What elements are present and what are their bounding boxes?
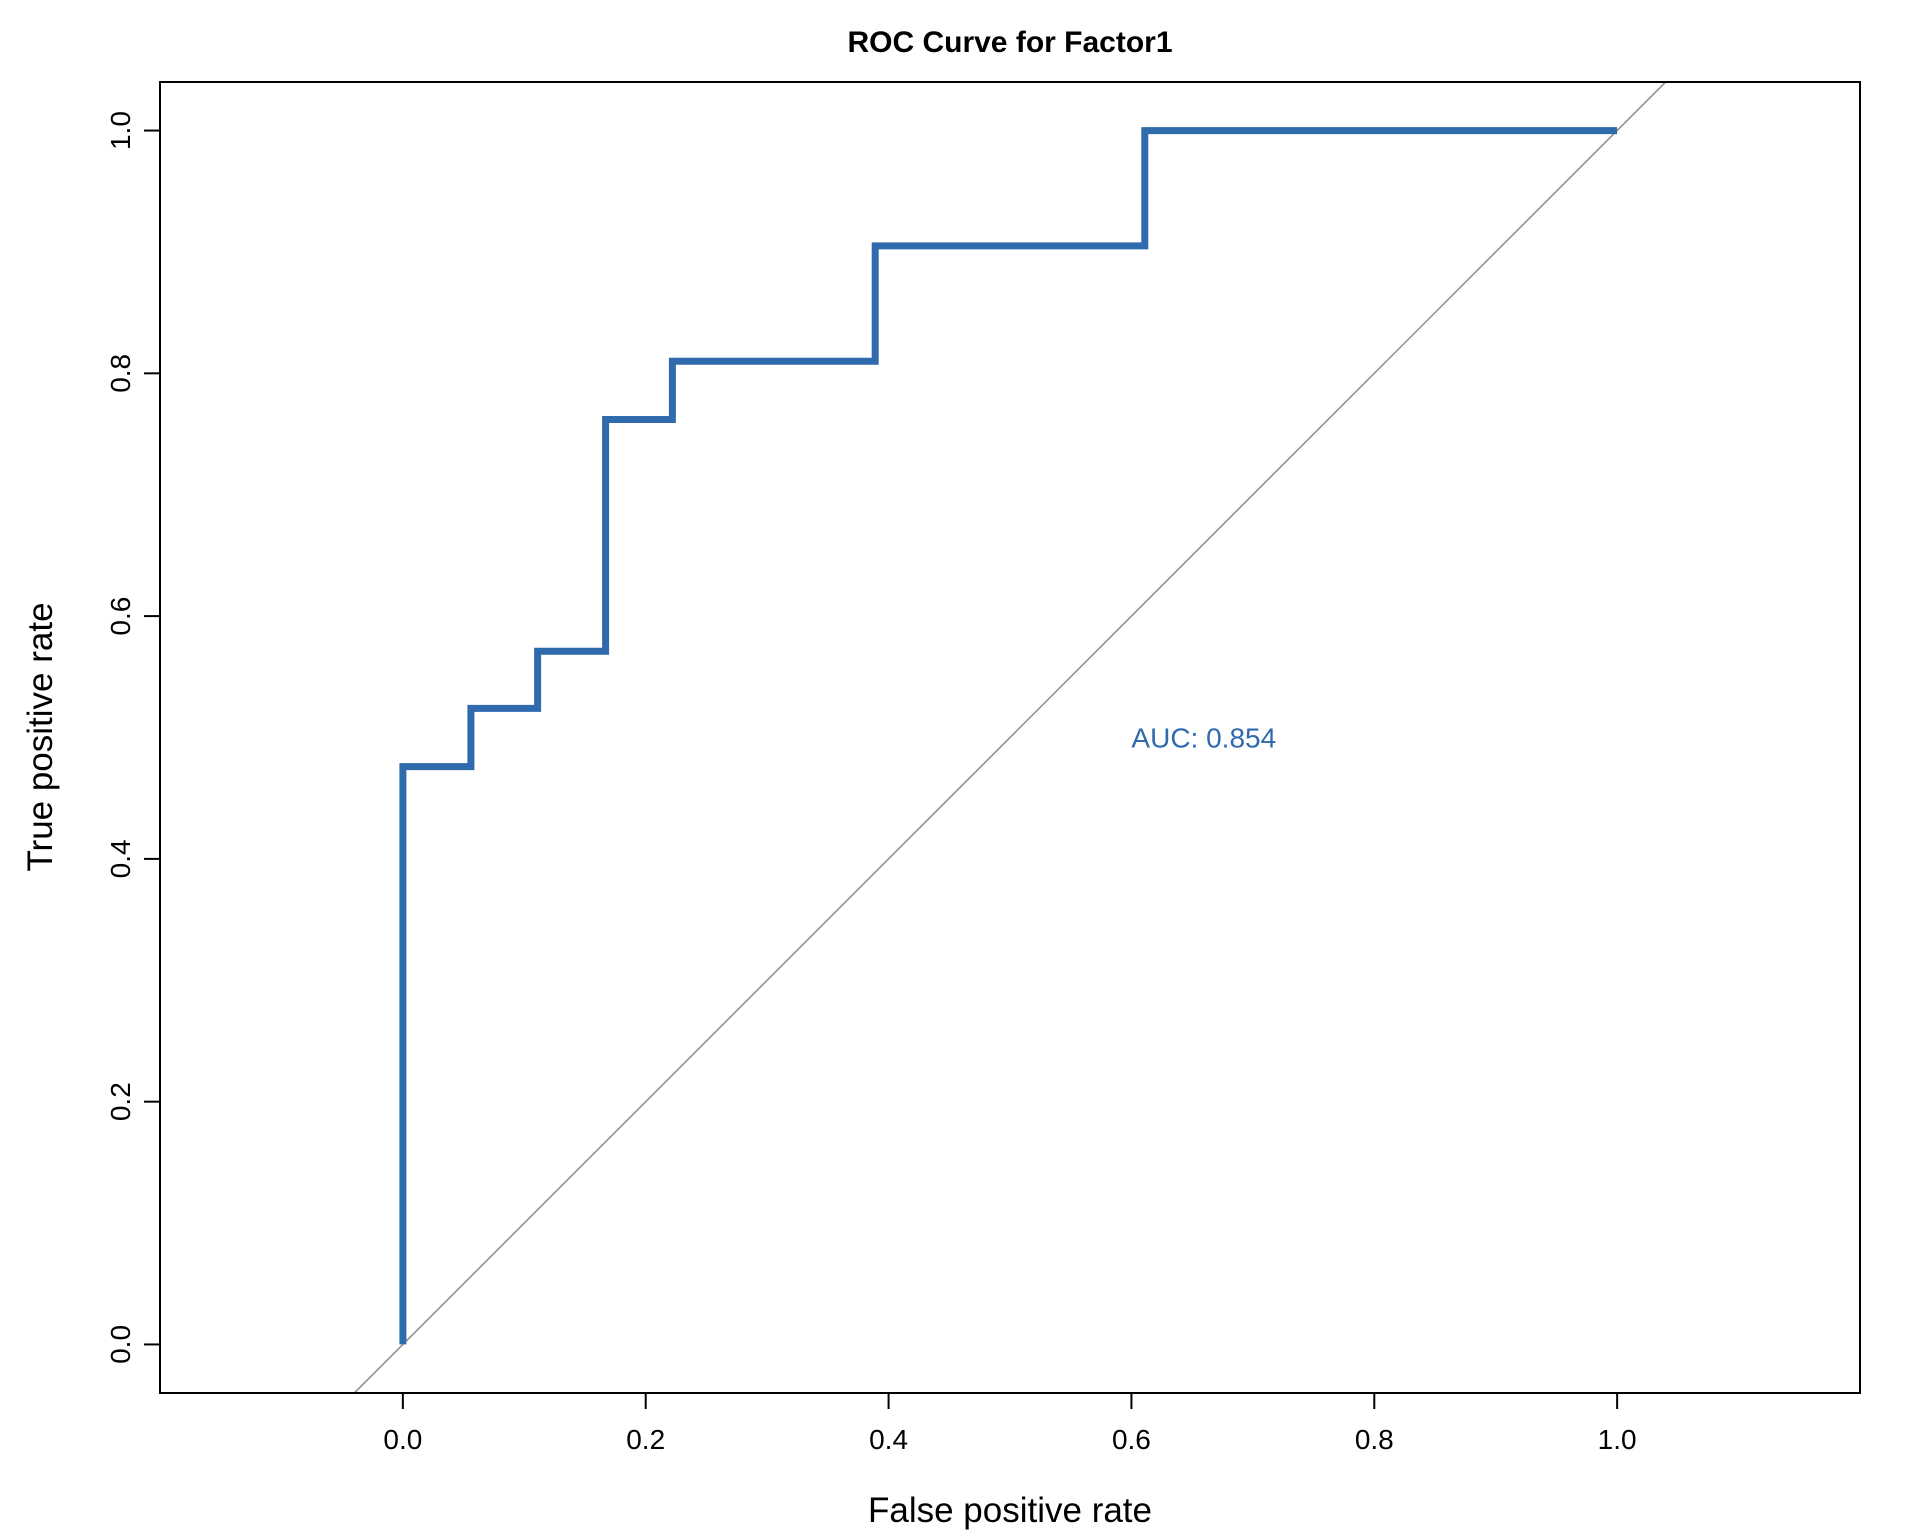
x-tick-label: 0.8 (1355, 1424, 1394, 1455)
x-tick-label: 0.2 (626, 1424, 665, 1455)
x-axis-label: False positive rate (868, 1491, 1152, 1530)
y-tick-label: 0.6 (105, 597, 136, 636)
reference-diagonal-line (353, 82, 1667, 1393)
y-tick-label: 0.8 (105, 354, 136, 393)
plot-area (353, 82, 1667, 1393)
x-tick-label: 0.4 (869, 1424, 908, 1455)
y-tick-label: 1.0 (105, 111, 136, 150)
x-axis: 0.0 0.2 0.4 0.6 0.8 1.0 (383, 1392, 1637, 1455)
x-tick-label: 0.6 (1112, 1424, 1151, 1455)
y-tick-label: 0.4 (105, 839, 136, 878)
auc-annotation: AUC: 0.854 (1131, 723, 1276, 754)
y-tick-label: 0.2 (105, 1082, 136, 1121)
x-tick-label: 1.0 (1598, 1424, 1637, 1455)
y-tick-label: 0.0 (105, 1325, 136, 1364)
chart-title: ROC Curve for Factor1 (847, 26, 1172, 59)
roc-curve-line (399, 127, 1618, 1345)
y-axis: 0.0 0.2 0.4 0.6 0.8 1.0 (105, 111, 161, 1364)
y-axis-label: True positive rate (21, 602, 60, 871)
x-tick-label: 0.0 (383, 1424, 422, 1455)
